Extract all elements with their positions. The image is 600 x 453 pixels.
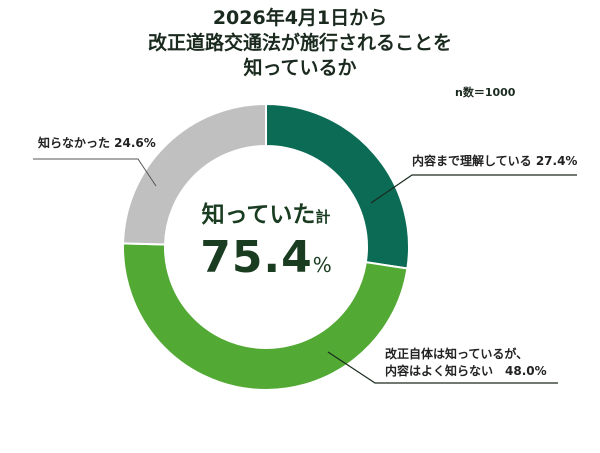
label-partial: 改正自体は知っているが、 内容はよく知らない 48.0% bbox=[385, 346, 547, 380]
title-line-2: 改正道路交通法が施行されることを bbox=[147, 32, 452, 54]
title-line-1: 2026年4月1日から bbox=[212, 7, 388, 29]
center-value: 75.4% bbox=[166, 232, 366, 291]
leader-line-unaware bbox=[33, 158, 157, 187]
center-label-main: 知っていた bbox=[201, 202, 316, 228]
slice-partial bbox=[122, 242, 409, 391]
label-partial-line-2: 内容はよく知らない 48.0% bbox=[385, 364, 547, 378]
center-summary: 知っていた計 75.4% bbox=[166, 200, 366, 291]
center-label-suffix: 計 bbox=[315, 208, 331, 226]
donut-slices bbox=[122, 102, 410, 391]
leader-line-partial bbox=[327, 351, 558, 384]
center-value-unit: % bbox=[312, 253, 332, 277]
label-fully: 内容まで理解している 27.4% bbox=[412, 154, 578, 168]
label-partial-line-1: 改正自体は知っているが、 bbox=[385, 347, 529, 361]
label-unaware: 知らなかった 24.6% bbox=[38, 136, 156, 150]
slice-unaware bbox=[122, 102, 267, 246]
center-value-number: 75.4 bbox=[200, 232, 313, 283]
title-line-3: 知っているか bbox=[243, 57, 357, 79]
chart-title: 2026年4月1日から 改正道路交通法が施行されることを 知っているか bbox=[0, 6, 600, 81]
sample-size-label: n数＝1000 bbox=[455, 86, 516, 99]
center-label: 知っていた計 bbox=[166, 200, 366, 232]
leader-line-fully bbox=[370, 174, 577, 204]
